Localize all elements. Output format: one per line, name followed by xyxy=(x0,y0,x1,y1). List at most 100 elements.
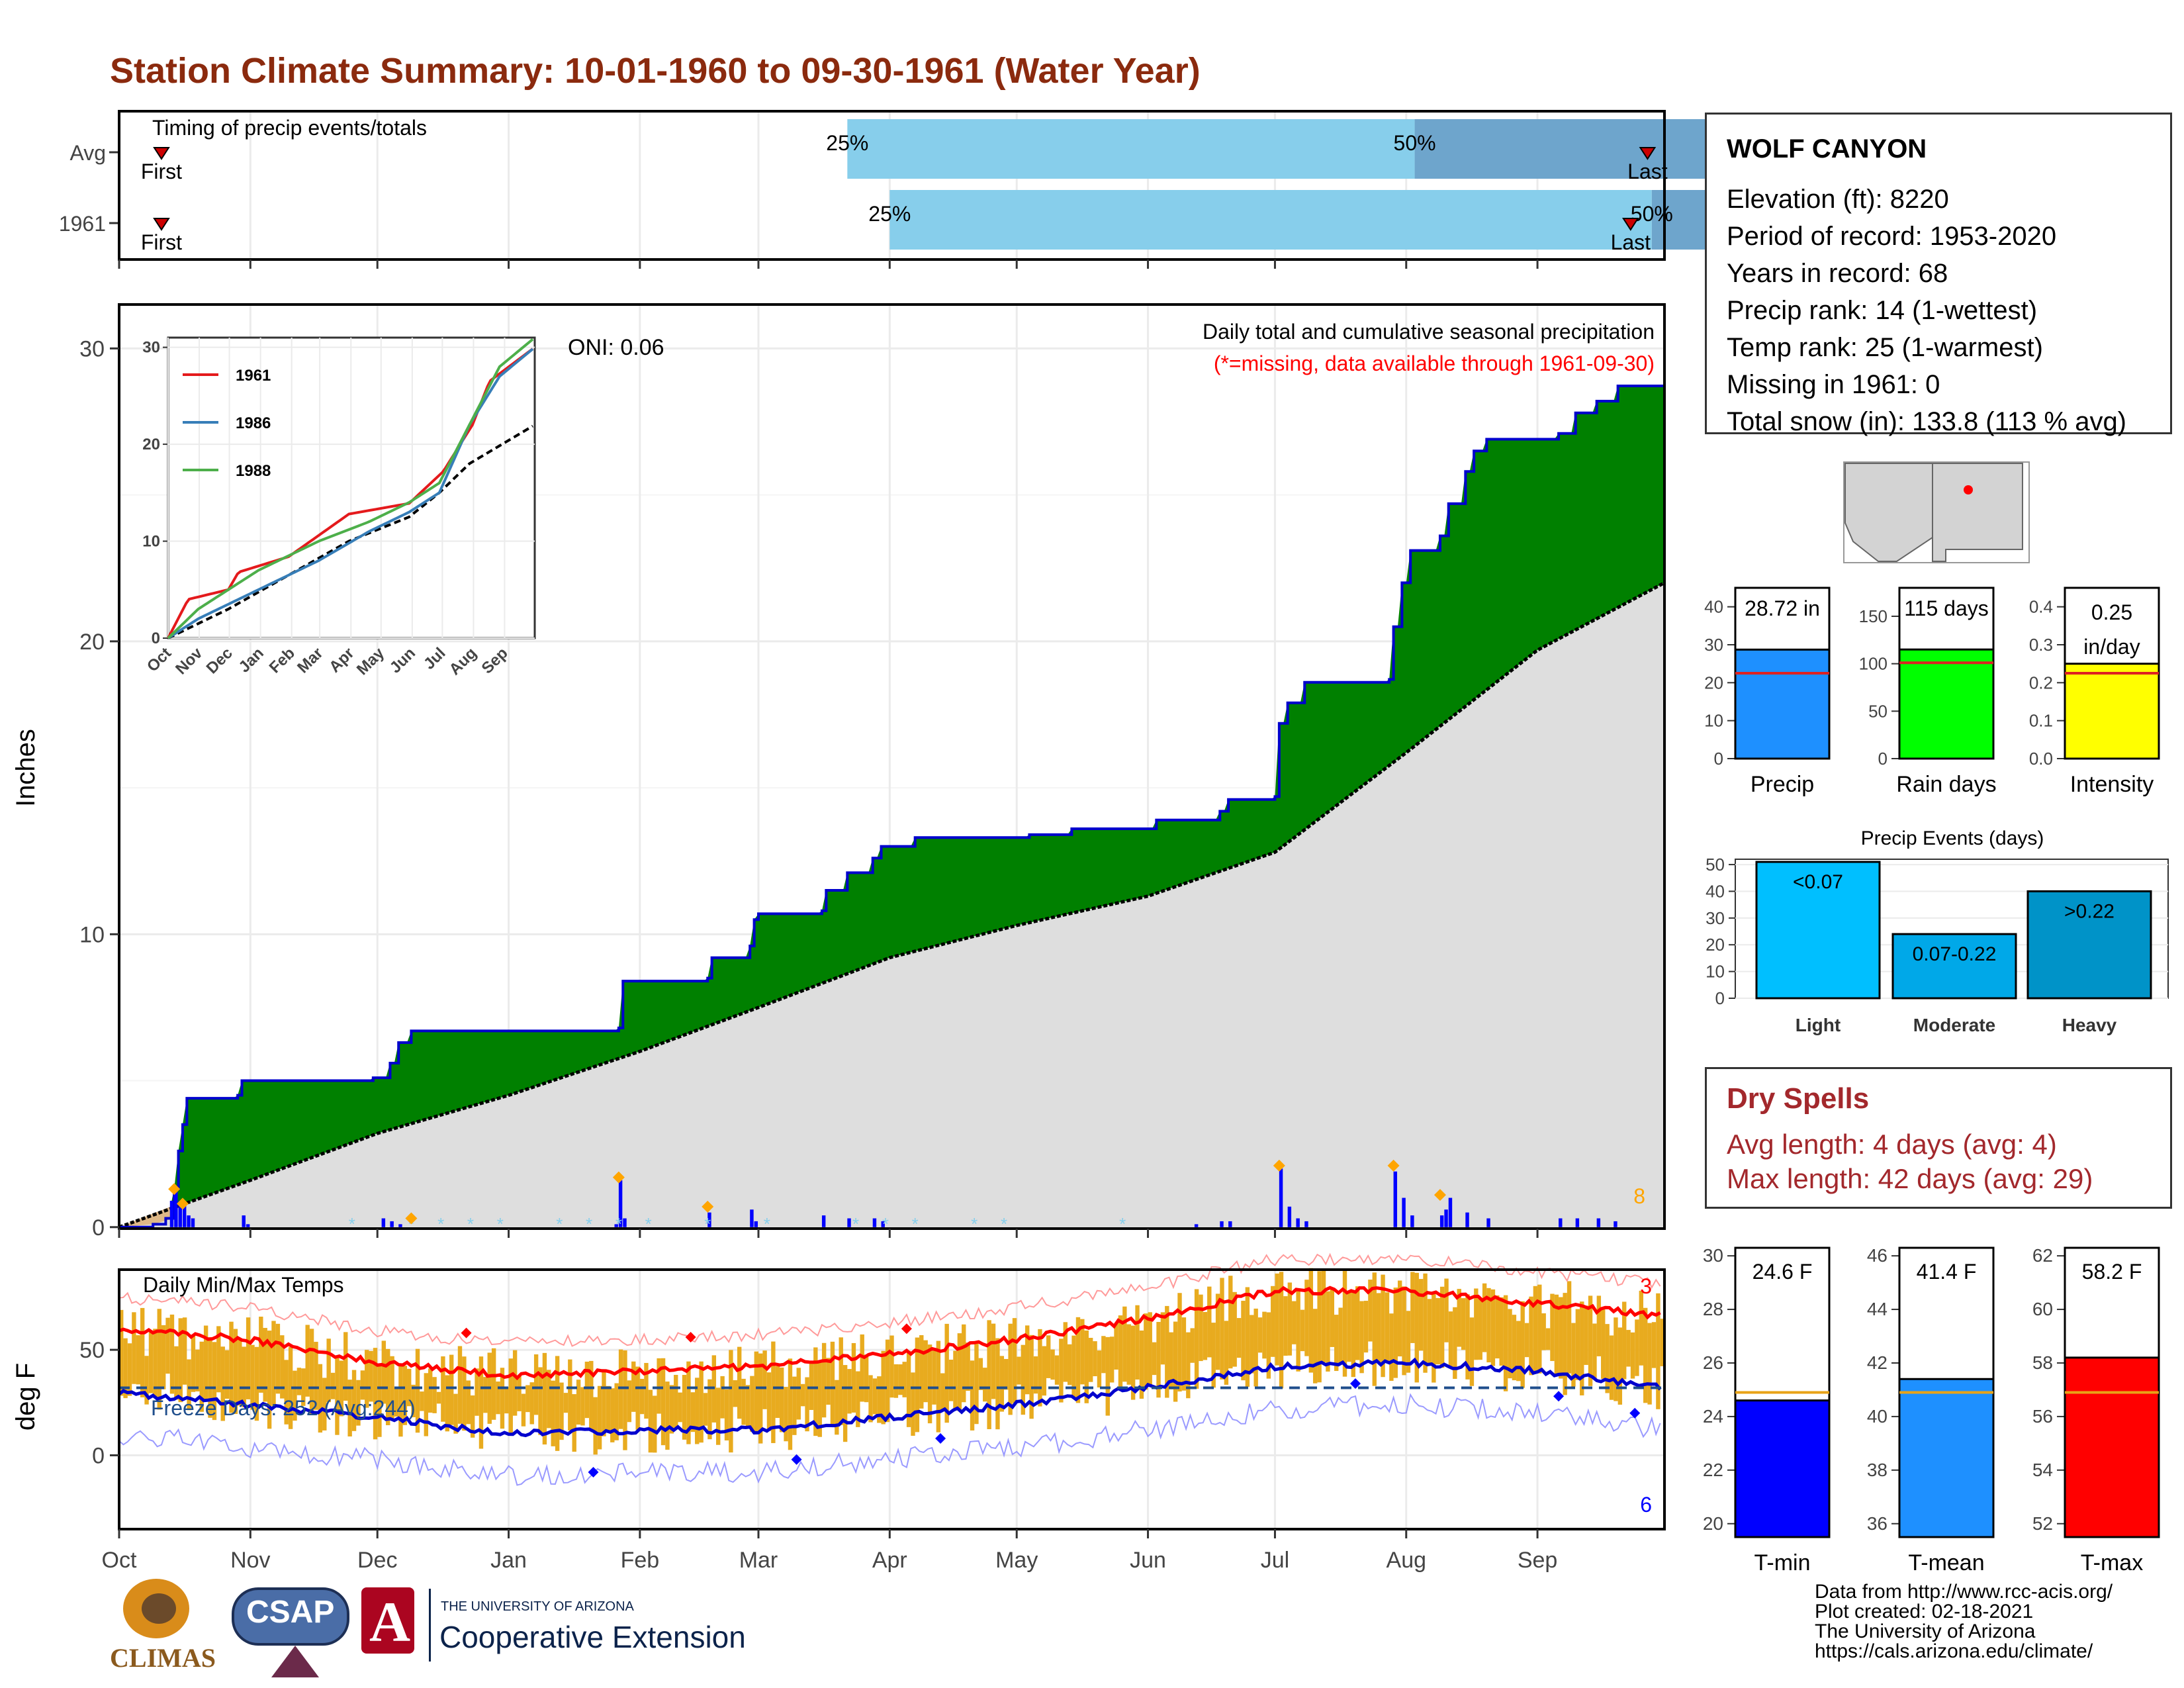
temp-daily-range-bar xyxy=(212,1342,217,1421)
temp-daily-range-bar xyxy=(411,1384,416,1417)
timing-bar-early xyxy=(847,119,1415,179)
summary-y-tick-label: 0.2 xyxy=(2029,673,2053,692)
temp-daily-range-bar xyxy=(457,1346,463,1424)
temp-daily-range-bar xyxy=(402,1366,408,1425)
temp-daily-range-bar xyxy=(449,1354,454,1425)
month-label: Apr xyxy=(872,1548,907,1573)
temp-summary-y-tick-label: 44 xyxy=(1867,1299,1888,1319)
temp-daily-range-bar xyxy=(584,1362,590,1419)
temp-daily-range-bar xyxy=(1046,1335,1051,1378)
temp-daily-range-bar xyxy=(369,1350,373,1402)
temp-daily-range-bar xyxy=(1499,1297,1504,1366)
temp-daily-range-bar xyxy=(1012,1318,1017,1403)
temp-daily-range-bar xyxy=(1397,1280,1402,1357)
temp-daily-range-bar xyxy=(932,1350,936,1405)
temp-daily-range-bar xyxy=(686,1361,691,1444)
temp-daily-range-bar xyxy=(1359,1301,1364,1374)
temp-daily-range-bar xyxy=(165,1317,170,1374)
temp-daily-range-bar xyxy=(551,1380,555,1446)
temp-daily-range-bar xyxy=(1203,1311,1208,1360)
temp-daily-range-bar xyxy=(1520,1301,1525,1388)
timing-label: Timing of precip events/totals xyxy=(152,116,427,140)
temp-daily-range-bar xyxy=(343,1332,348,1401)
temp-daily-range-bar xyxy=(1660,1319,1664,1366)
temp-daily-range-bar xyxy=(250,1344,255,1410)
temp-daily-range-bar xyxy=(1626,1330,1631,1367)
temp-daily-range-bar xyxy=(817,1360,822,1437)
temp-daily-range-bar xyxy=(1317,1271,1322,1383)
temp-daily-range-bar xyxy=(1257,1317,1263,1353)
month-label: Mar xyxy=(739,1548,778,1573)
temp-record-high-diamond xyxy=(901,1323,912,1335)
temp-summary-category-label: T-mean xyxy=(1908,1550,1984,1575)
inset-legend-label: 1986 xyxy=(236,414,271,432)
temp-daily-range-bar xyxy=(830,1341,835,1425)
temp-daily-range-bar xyxy=(132,1312,136,1384)
temp-record-low-diamond xyxy=(1350,1378,1361,1389)
temp-daily-range-bar xyxy=(1465,1294,1470,1380)
temp-daily-range-bar xyxy=(275,1323,281,1394)
temp-daily-range-bar xyxy=(987,1320,991,1429)
precip-daily-bar xyxy=(1596,1218,1601,1227)
temp-record-low-diamond xyxy=(791,1454,802,1465)
temp-freeze-label: Freeze Days: 252 (Avg:244) xyxy=(151,1396,416,1420)
precip-daily-bar xyxy=(242,1215,246,1227)
precip-daily-bar xyxy=(821,1215,826,1227)
temp-daily-range-bar xyxy=(1423,1273,1428,1373)
temp-daily-range-bar xyxy=(229,1321,234,1413)
temp-daily-range-bar xyxy=(1156,1321,1161,1398)
temp-daily-range-bar xyxy=(398,1365,403,1437)
temp-daily-range-bar xyxy=(182,1317,187,1385)
temp-daily-range-bar xyxy=(1554,1294,1559,1376)
temp-daily-range-bar xyxy=(347,1380,352,1437)
summary-y-tick-label: 100 xyxy=(1859,654,1888,674)
temp-daily-range-bar xyxy=(729,1350,733,1453)
temp-daily-range-bar xyxy=(148,1332,154,1393)
timing-row-label: 1961 xyxy=(59,212,106,236)
temp-daily-range-bar xyxy=(589,1360,594,1430)
temp-daily-range-bar xyxy=(1292,1301,1297,1344)
temp-daily-range-bar xyxy=(1567,1281,1572,1374)
precip-extreme-diamond xyxy=(702,1200,714,1213)
precip-daily-bar xyxy=(1559,1218,1563,1227)
temp-daily-range-bar xyxy=(529,1382,534,1425)
temp-daily-range-bar xyxy=(1571,1323,1576,1387)
precip-extreme-diamond xyxy=(405,1212,418,1225)
temp-daily-range-bar xyxy=(381,1340,387,1404)
temp-daily-range-bar xyxy=(792,1376,797,1435)
temp-daily-range-bar xyxy=(716,1387,721,1445)
temp-summary-y-tick-label: 52 xyxy=(2032,1513,2053,1534)
temp-daily-range-bar xyxy=(1537,1284,1542,1374)
precip-panel-frame xyxy=(118,303,1666,1230)
temp-daily-range-bar xyxy=(1444,1278,1449,1342)
precip-daily-bar xyxy=(623,1218,627,1227)
summary-y-tick-label: 20 xyxy=(1704,673,1723,692)
temp-daily-range-bar xyxy=(1533,1286,1538,1372)
temp-daily-range-bar xyxy=(1300,1309,1305,1352)
precip-snow-marker: * xyxy=(852,1214,859,1234)
timing-marker-label: Last xyxy=(1627,160,1668,183)
temp-daily-range-bar xyxy=(140,1307,145,1397)
temp-daily-range-bar xyxy=(1215,1293,1220,1370)
temp-daily-range-bar xyxy=(547,1370,551,1429)
temp-daily-range-bar xyxy=(1245,1287,1250,1387)
temp-daily-range-bar xyxy=(563,1393,569,1413)
temp-daily-range-bar xyxy=(462,1356,467,1431)
temp-daily-range-bar xyxy=(627,1380,632,1423)
events-bar xyxy=(2026,890,2152,1000)
precip-daily-bar xyxy=(847,1218,851,1227)
temp-daily-range-bar xyxy=(436,1391,441,1404)
timing-row-label: Avg xyxy=(69,141,106,165)
temp-daily-range-bar xyxy=(187,1359,191,1411)
temp-daily-range-bar xyxy=(123,1338,128,1399)
temp-daily-range-bar xyxy=(1512,1315,1517,1381)
precip-daily-bar xyxy=(754,1221,758,1227)
temp-daily-range-bar xyxy=(1080,1319,1085,1385)
temp-daily-range-bar xyxy=(919,1335,924,1409)
month-label: Jun xyxy=(1130,1548,1166,1573)
temp-daily-range-bar xyxy=(305,1325,310,1397)
temp-daily-range-bar xyxy=(415,1348,420,1433)
temp-daily-range-bar xyxy=(864,1354,869,1403)
precip-daily-bar xyxy=(174,1186,178,1227)
events-bar-label: 0.07-0.22 xyxy=(1913,943,1997,965)
